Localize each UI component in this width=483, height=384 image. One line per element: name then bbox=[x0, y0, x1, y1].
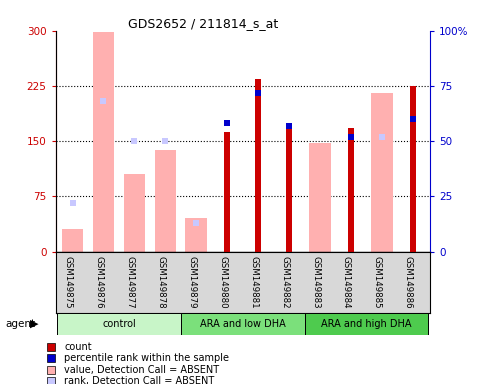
Text: ARA and high DHA: ARA and high DHA bbox=[321, 319, 412, 329]
Bar bbox=[286, 126, 292, 252]
Text: count: count bbox=[64, 342, 92, 352]
Text: GSM149882: GSM149882 bbox=[280, 257, 289, 309]
Bar bbox=[185, 218, 207, 252]
Bar bbox=[93, 32, 114, 252]
FancyBboxPatch shape bbox=[305, 313, 428, 335]
Text: GSM149884: GSM149884 bbox=[342, 257, 351, 309]
Bar bbox=[256, 79, 261, 252]
Bar bbox=[371, 93, 393, 252]
FancyBboxPatch shape bbox=[181, 313, 305, 335]
Text: percentile rank within the sample: percentile rank within the sample bbox=[64, 353, 229, 363]
Text: GSM149881: GSM149881 bbox=[249, 257, 258, 309]
Bar bbox=[155, 150, 176, 252]
Bar bbox=[309, 142, 331, 252]
Bar bbox=[348, 128, 354, 252]
Bar bbox=[62, 230, 84, 252]
Text: GSM149886: GSM149886 bbox=[404, 257, 413, 309]
Text: GSM149880: GSM149880 bbox=[218, 257, 227, 309]
Text: GSM149879: GSM149879 bbox=[187, 257, 196, 309]
Text: GSM149877: GSM149877 bbox=[126, 257, 134, 309]
Text: ▶: ▶ bbox=[30, 319, 39, 329]
Text: GSM149883: GSM149883 bbox=[311, 257, 320, 309]
Text: GSM149876: GSM149876 bbox=[95, 257, 103, 309]
Text: GDS2652 / 211814_s_at: GDS2652 / 211814_s_at bbox=[128, 17, 278, 30]
Text: GSM149878: GSM149878 bbox=[156, 257, 165, 309]
Text: rank, Detection Call = ABSENT: rank, Detection Call = ABSENT bbox=[64, 376, 214, 384]
Text: agent: agent bbox=[6, 319, 36, 329]
Text: control: control bbox=[102, 319, 136, 329]
Text: GSM149885: GSM149885 bbox=[373, 257, 382, 309]
Bar bbox=[124, 174, 145, 252]
Text: ARA and low DHA: ARA and low DHA bbox=[200, 319, 285, 329]
Bar bbox=[225, 132, 230, 252]
Text: value, Detection Call = ABSENT: value, Detection Call = ABSENT bbox=[64, 364, 219, 374]
Text: GSM149875: GSM149875 bbox=[64, 257, 72, 309]
FancyBboxPatch shape bbox=[57, 313, 181, 335]
Bar bbox=[410, 86, 416, 252]
